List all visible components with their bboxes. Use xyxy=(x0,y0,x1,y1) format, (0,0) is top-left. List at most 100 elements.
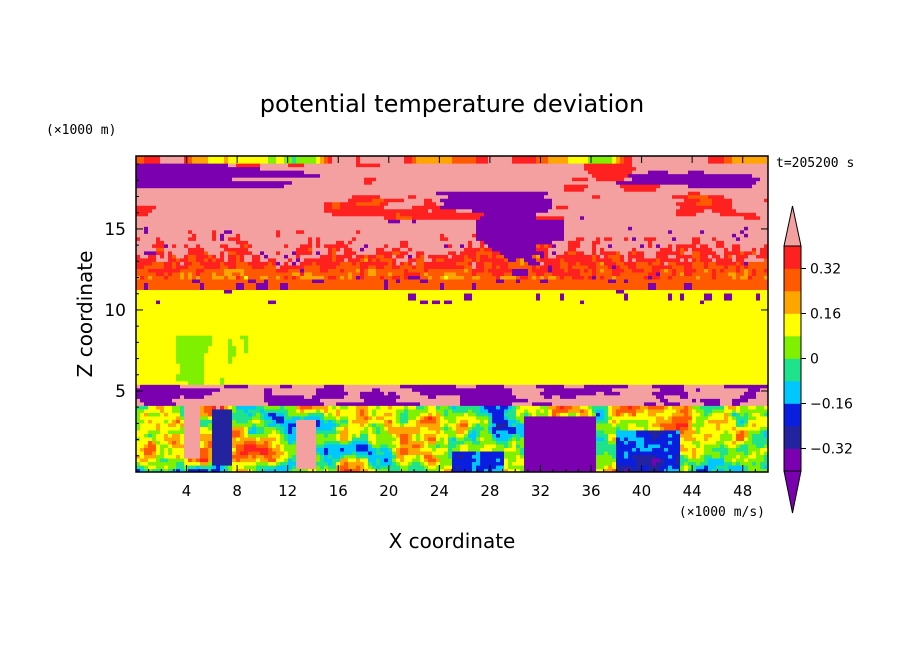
contour-cell xyxy=(204,440,209,445)
contour-cell xyxy=(564,187,585,192)
contour-cell xyxy=(692,261,705,266)
contour-cell xyxy=(684,412,689,417)
contour-cell xyxy=(608,450,617,456)
contour-cell xyxy=(492,415,505,420)
contour-cell xyxy=(376,464,381,470)
contour-cell xyxy=(256,429,265,434)
contour-cell xyxy=(184,429,201,434)
contour-cell xyxy=(684,292,705,298)
contour-cell xyxy=(756,461,761,466)
contour-cell xyxy=(524,457,597,463)
contour-cell xyxy=(484,443,497,449)
contour-cell xyxy=(200,285,205,291)
contour-cell xyxy=(316,243,321,248)
contour-cell xyxy=(512,436,517,441)
contour-cell xyxy=(260,254,265,259)
contour-cell xyxy=(628,436,645,441)
contour-cell xyxy=(720,268,725,273)
contour-cell xyxy=(172,419,177,424)
contour-cell xyxy=(748,468,768,472)
contour-cell xyxy=(228,342,233,347)
contour-cell xyxy=(212,433,233,438)
contour-cell xyxy=(360,275,365,280)
contour-cell xyxy=(752,173,768,178)
contour-cell xyxy=(176,261,181,266)
contour-cell xyxy=(756,391,768,396)
contour-cell xyxy=(532,264,537,269)
contour-cell xyxy=(756,450,761,456)
contour-cell xyxy=(348,391,361,396)
contour-cell xyxy=(280,429,285,434)
contour-cell xyxy=(284,447,297,452)
contour-cell xyxy=(376,426,381,431)
contour-cell xyxy=(480,429,489,434)
contour-cell xyxy=(352,468,361,472)
contour-cell xyxy=(148,282,201,287)
contour-cell xyxy=(732,233,737,238)
contour-cell xyxy=(308,468,317,472)
contour-cell xyxy=(740,261,745,266)
contour-cell xyxy=(196,243,201,248)
contour-cell xyxy=(436,412,441,417)
contour-cell xyxy=(704,229,741,234)
contour-cell xyxy=(264,422,269,427)
contour-cell xyxy=(592,243,597,248)
contour-cell xyxy=(480,450,505,456)
contour-cell xyxy=(728,254,733,259)
contour-cell xyxy=(452,299,581,305)
contour-cell xyxy=(688,426,693,431)
contour-cell xyxy=(516,426,525,431)
contour-cell xyxy=(140,461,149,466)
contour-cell xyxy=(364,415,369,420)
contour-cell xyxy=(292,261,297,266)
contour-cell xyxy=(444,408,449,413)
contour-cell xyxy=(616,429,637,434)
contour-cell xyxy=(364,271,369,276)
contour-cell xyxy=(668,292,673,298)
contour-cell xyxy=(356,229,361,234)
contour-cell xyxy=(220,250,225,255)
contour-cell xyxy=(408,447,421,452)
contour-cell xyxy=(276,450,285,456)
contour-cell xyxy=(236,282,245,287)
contour-cell xyxy=(200,429,213,434)
contour-cell xyxy=(324,201,333,206)
contour-cell xyxy=(596,391,605,396)
contour-cell xyxy=(468,422,473,427)
contour-cell xyxy=(424,261,457,266)
contour-cell xyxy=(464,454,473,459)
contour-cell xyxy=(292,159,297,164)
contour-cell xyxy=(440,443,449,449)
contour-cell xyxy=(200,443,205,449)
contour-cell xyxy=(224,159,229,164)
contour-cell xyxy=(584,250,593,255)
contour-cell xyxy=(748,419,768,424)
contour-cell xyxy=(144,285,149,291)
contour-cell xyxy=(208,450,213,456)
contour-cell xyxy=(748,433,753,438)
contour-cell xyxy=(240,429,245,434)
contour-cell xyxy=(744,268,749,273)
contour-cell xyxy=(524,429,597,434)
contour-cell xyxy=(364,275,381,280)
contour-cell xyxy=(344,426,349,431)
contour-cell xyxy=(228,352,237,357)
contour-cell xyxy=(424,415,429,420)
contour-cell xyxy=(448,236,477,241)
contour-cell xyxy=(624,177,633,182)
contour-cell xyxy=(476,282,649,287)
contour-cell xyxy=(380,194,409,199)
contour-cell xyxy=(268,159,277,164)
contour-cell xyxy=(440,426,445,431)
contour-cell xyxy=(344,268,357,273)
contour-cell xyxy=(444,468,453,472)
contour-cell xyxy=(292,384,325,389)
contour-cell xyxy=(268,257,277,262)
contour-cell xyxy=(388,201,425,206)
contour-cell xyxy=(364,408,369,413)
contour-cell xyxy=(400,440,409,445)
contour-cell xyxy=(664,447,669,452)
contour-cell xyxy=(632,447,637,452)
contour-cell xyxy=(656,461,665,466)
contour-cell xyxy=(232,447,237,452)
